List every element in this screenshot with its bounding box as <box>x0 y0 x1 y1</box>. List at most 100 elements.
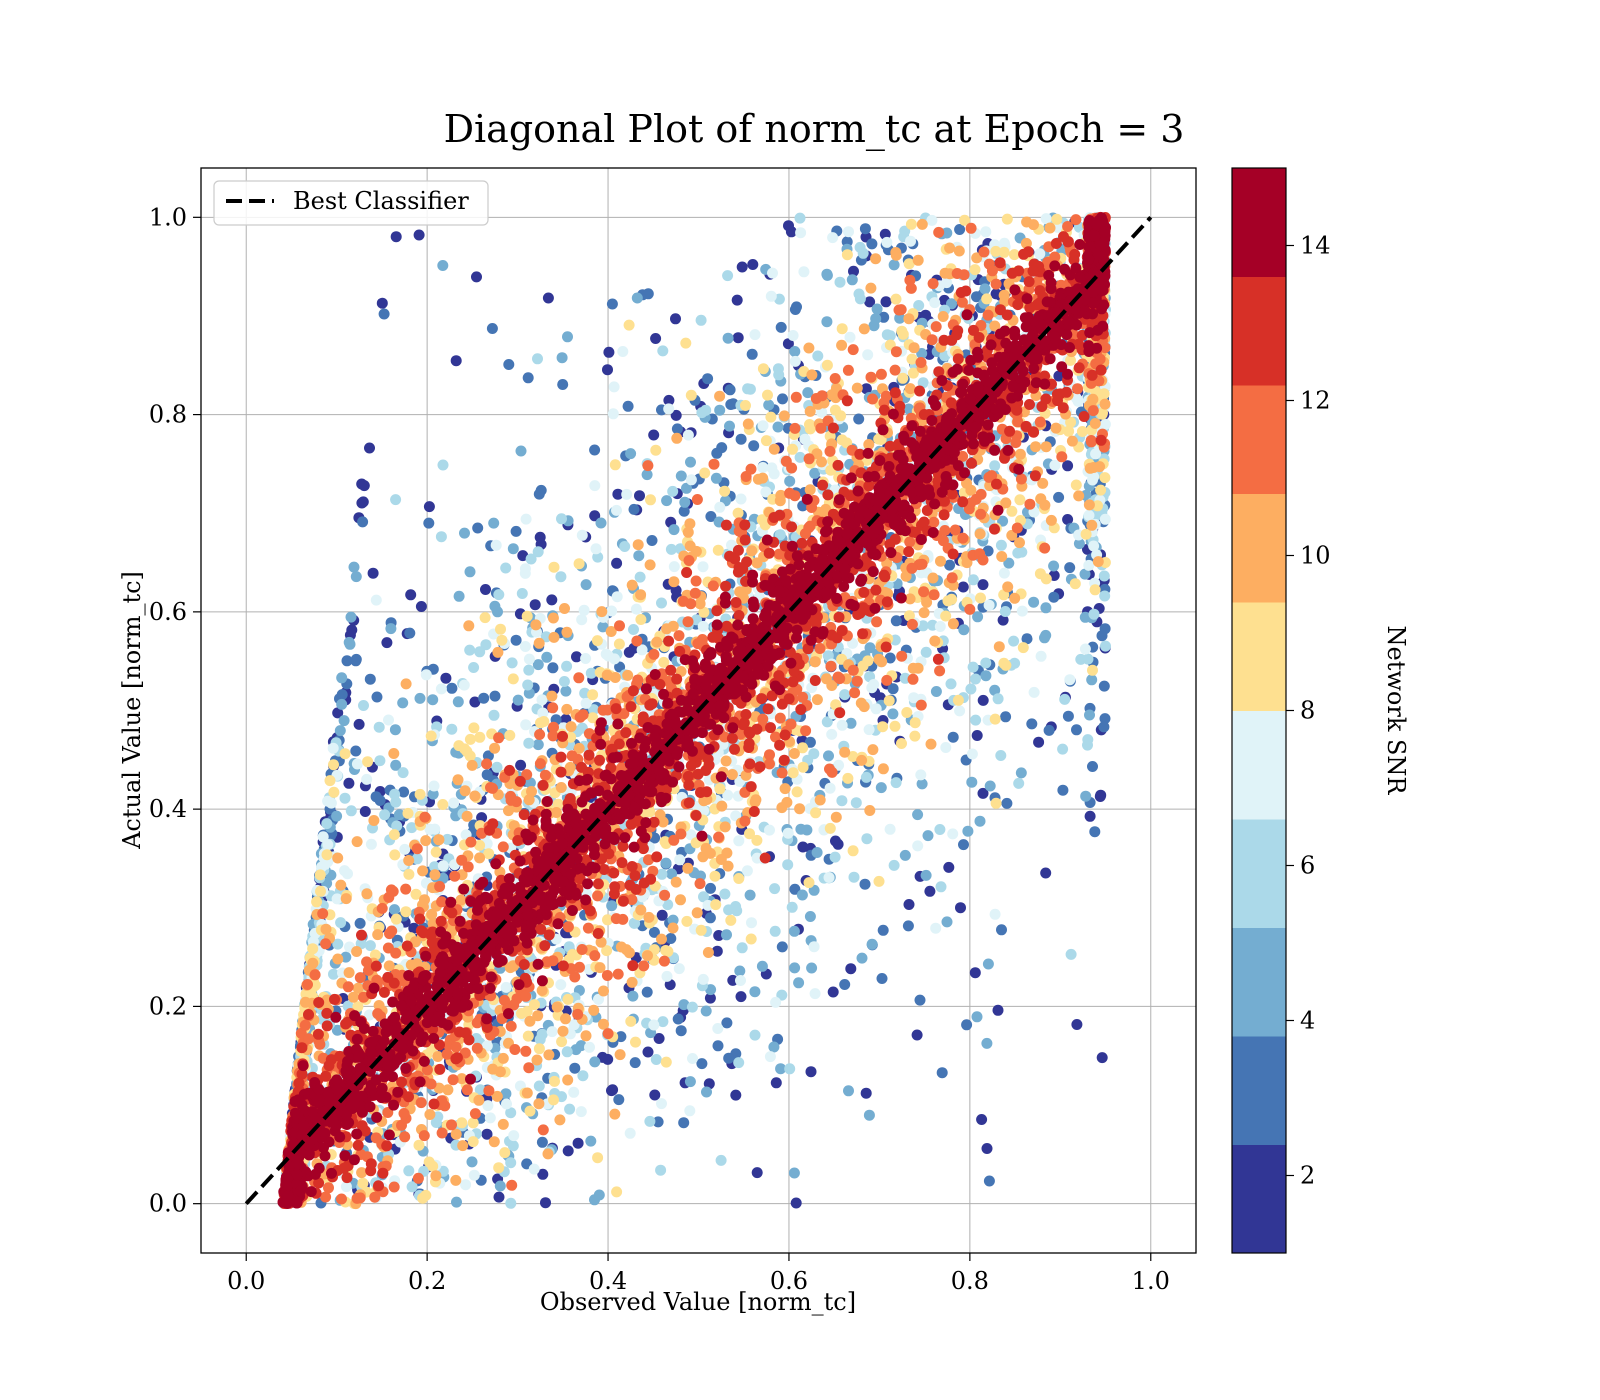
scatter-point <box>714 390 726 402</box>
scatter-point <box>413 1139 425 1151</box>
scatter-point <box>357 496 369 508</box>
scatter-point <box>789 883 801 895</box>
scatter-point <box>626 976 638 988</box>
scatter-point <box>883 695 895 707</box>
scatter-point <box>1092 556 1104 568</box>
scatter-point <box>786 901 798 913</box>
scatter-point <box>989 713 1001 725</box>
scatter-point <box>341 655 353 667</box>
scatter-point <box>682 616 694 628</box>
scatter-point <box>889 364 901 376</box>
scatter-point <box>935 555 946 567</box>
scatter-point <box>876 656 888 668</box>
scatter-point <box>945 678 957 690</box>
scatter-point <box>809 656 821 668</box>
scatter-point <box>734 586 746 598</box>
scatter-point <box>667 485 679 497</box>
scatter-point <box>1040 629 1052 641</box>
scatter-point <box>459 527 470 539</box>
scatter-point <box>694 878 706 890</box>
scatter-point <box>494 1180 506 1192</box>
scatter-point <box>920 646 932 658</box>
scatter-point <box>812 350 824 362</box>
scatter-point <box>836 434 848 446</box>
scatter-point <box>569 1062 581 1074</box>
scatter-point <box>679 496 691 508</box>
scatter-point <box>588 1004 600 1016</box>
scatter-point <box>521 610 533 622</box>
scatter-point <box>606 298 618 310</box>
scatter-point <box>741 865 753 877</box>
scatter-point <box>336 698 348 710</box>
scatter-point <box>347 991 359 1003</box>
scatter-point <box>844 331 856 343</box>
scatter-point <box>894 312 906 324</box>
scatter-point <box>857 247 869 259</box>
scatter-point <box>1089 418 1101 429</box>
scatter-point <box>542 292 554 304</box>
scatter-point <box>365 838 377 850</box>
scatter-point <box>397 767 409 779</box>
scatter-point <box>561 703 573 715</box>
scatter-point <box>1083 559 1095 571</box>
scatter-points <box>277 211 1111 1210</box>
scatter-point <box>712 1023 724 1034</box>
scatter-point <box>942 595 954 607</box>
scatter-point <box>670 409 682 421</box>
scatter-point <box>866 238 878 250</box>
scatter-point <box>1084 709 1095 721</box>
scatter-point <box>606 1085 617 1097</box>
scatter-point <box>720 755 732 767</box>
scatter-point <box>724 384 736 396</box>
scatter-point <box>989 684 1001 696</box>
scatter-point <box>789 346 801 357</box>
scatter-point <box>911 1029 923 1041</box>
scatter-point <box>804 484 816 496</box>
scatter-point <box>970 714 982 726</box>
scatter-point <box>490 539 502 551</box>
scatter-point <box>597 621 609 633</box>
scatter-point <box>804 736 816 748</box>
scatter-point <box>1026 718 1038 730</box>
scatter-point <box>977 787 989 799</box>
scatter-point <box>806 369 818 381</box>
scatter-point <box>736 942 748 954</box>
scatter-point <box>854 293 866 305</box>
scatter-point <box>427 694 439 706</box>
scatter-point <box>492 646 504 658</box>
scatter-point <box>1028 596 1040 608</box>
scatter-point <box>1080 790 1092 802</box>
scatter-point <box>839 979 851 990</box>
scatter-point <box>1014 537 1025 549</box>
scatter-point <box>731 294 743 306</box>
scatter-point <box>364 442 375 454</box>
scatter-point <box>565 721 577 733</box>
scatter-point <box>560 685 572 697</box>
scatter-point <box>748 440 760 452</box>
scatter-point <box>990 797 1002 809</box>
scatter-point <box>557 1025 569 1037</box>
scatter-point <box>772 421 784 433</box>
scatter-point <box>756 960 768 972</box>
scatter-point <box>621 488 633 500</box>
scatter-point <box>794 803 806 815</box>
scatter-point <box>429 869 441 881</box>
scatter-point <box>400 906 412 918</box>
scatter-point <box>612 488 624 500</box>
scatter-point <box>625 448 637 460</box>
scatter-point <box>648 926 660 938</box>
scatter-point <box>805 1066 817 1078</box>
scatter-point <box>343 777 355 789</box>
scatter-point <box>361 773 373 785</box>
scatter-point <box>390 494 402 506</box>
scatter-point <box>580 579 592 591</box>
scatter-point <box>592 1152 604 1164</box>
scatter-point <box>695 924 707 936</box>
scatter-point <box>896 738 907 749</box>
scatter-point <box>957 581 969 593</box>
scatter-point <box>884 652 896 664</box>
scatter-point <box>609 459 621 471</box>
scatter-point <box>678 505 690 517</box>
